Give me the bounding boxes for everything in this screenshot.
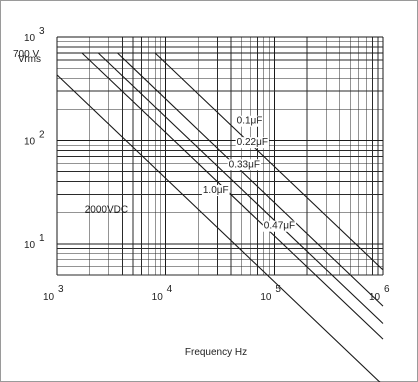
x-tick-exp: 6 xyxy=(384,284,390,295)
x-tick-exp: 5 xyxy=(275,284,281,295)
x-tick-label: 104 xyxy=(152,284,173,303)
x-tick-base: 10 xyxy=(152,292,164,303)
series-line-0 xyxy=(57,52,384,271)
series-line-4 xyxy=(57,52,384,340)
series-label-3: 1.0μF xyxy=(203,185,229,196)
y-tick-label: 102 xyxy=(24,129,45,147)
labels: 0.1μF 0.22μF 0.33μF 1.0μF 0.47μF 2000VDC Vrms7… xyxy=(13,26,390,358)
grid xyxy=(56,36,384,276)
series-label-2: 0.33μF xyxy=(229,159,260,170)
y-tick-exp: 2 xyxy=(39,129,45,140)
x-tick-label: 105 xyxy=(260,284,281,303)
y-tick-base: 10 xyxy=(24,240,36,251)
x-tick-label: 106 xyxy=(369,284,390,303)
series-label-bg xyxy=(262,220,297,232)
series-line-3 xyxy=(56,74,381,382)
x-tick-exp: 4 xyxy=(167,284,173,295)
y-tick-base: 10 xyxy=(24,33,36,44)
plateau-label: 700 V xyxy=(13,49,39,60)
y-tick-exp: 1 xyxy=(39,233,45,244)
x-axis-label: Frequency Hz xyxy=(185,347,247,358)
x-tick-label: 103 xyxy=(43,284,64,303)
series-label-4: 0.47μF xyxy=(264,221,295,232)
x-tick-base: 10 xyxy=(369,292,381,303)
series-label-0: 0.1μF xyxy=(237,116,263,127)
x-tick-base: 10 xyxy=(43,292,55,303)
series-label-bg xyxy=(201,185,230,197)
series-label-bg xyxy=(235,115,264,127)
y-axis-label: Vrms xyxy=(18,54,41,65)
x-tick-exp: 3 xyxy=(58,284,64,295)
series-lines xyxy=(56,52,384,382)
annotation-label: 2000VDC xyxy=(85,205,128,216)
x-tick-base: 10 xyxy=(260,292,272,303)
series-label-bg xyxy=(235,137,269,149)
y-tick-label: 101 xyxy=(24,233,45,251)
y-tick-exp: 3 xyxy=(39,26,45,37)
series-label-bg xyxy=(227,159,262,171)
y-tick-base: 10 xyxy=(24,136,36,147)
y-tick-label: 103 xyxy=(24,26,45,44)
series-label-1: 0.22μF xyxy=(237,137,268,148)
